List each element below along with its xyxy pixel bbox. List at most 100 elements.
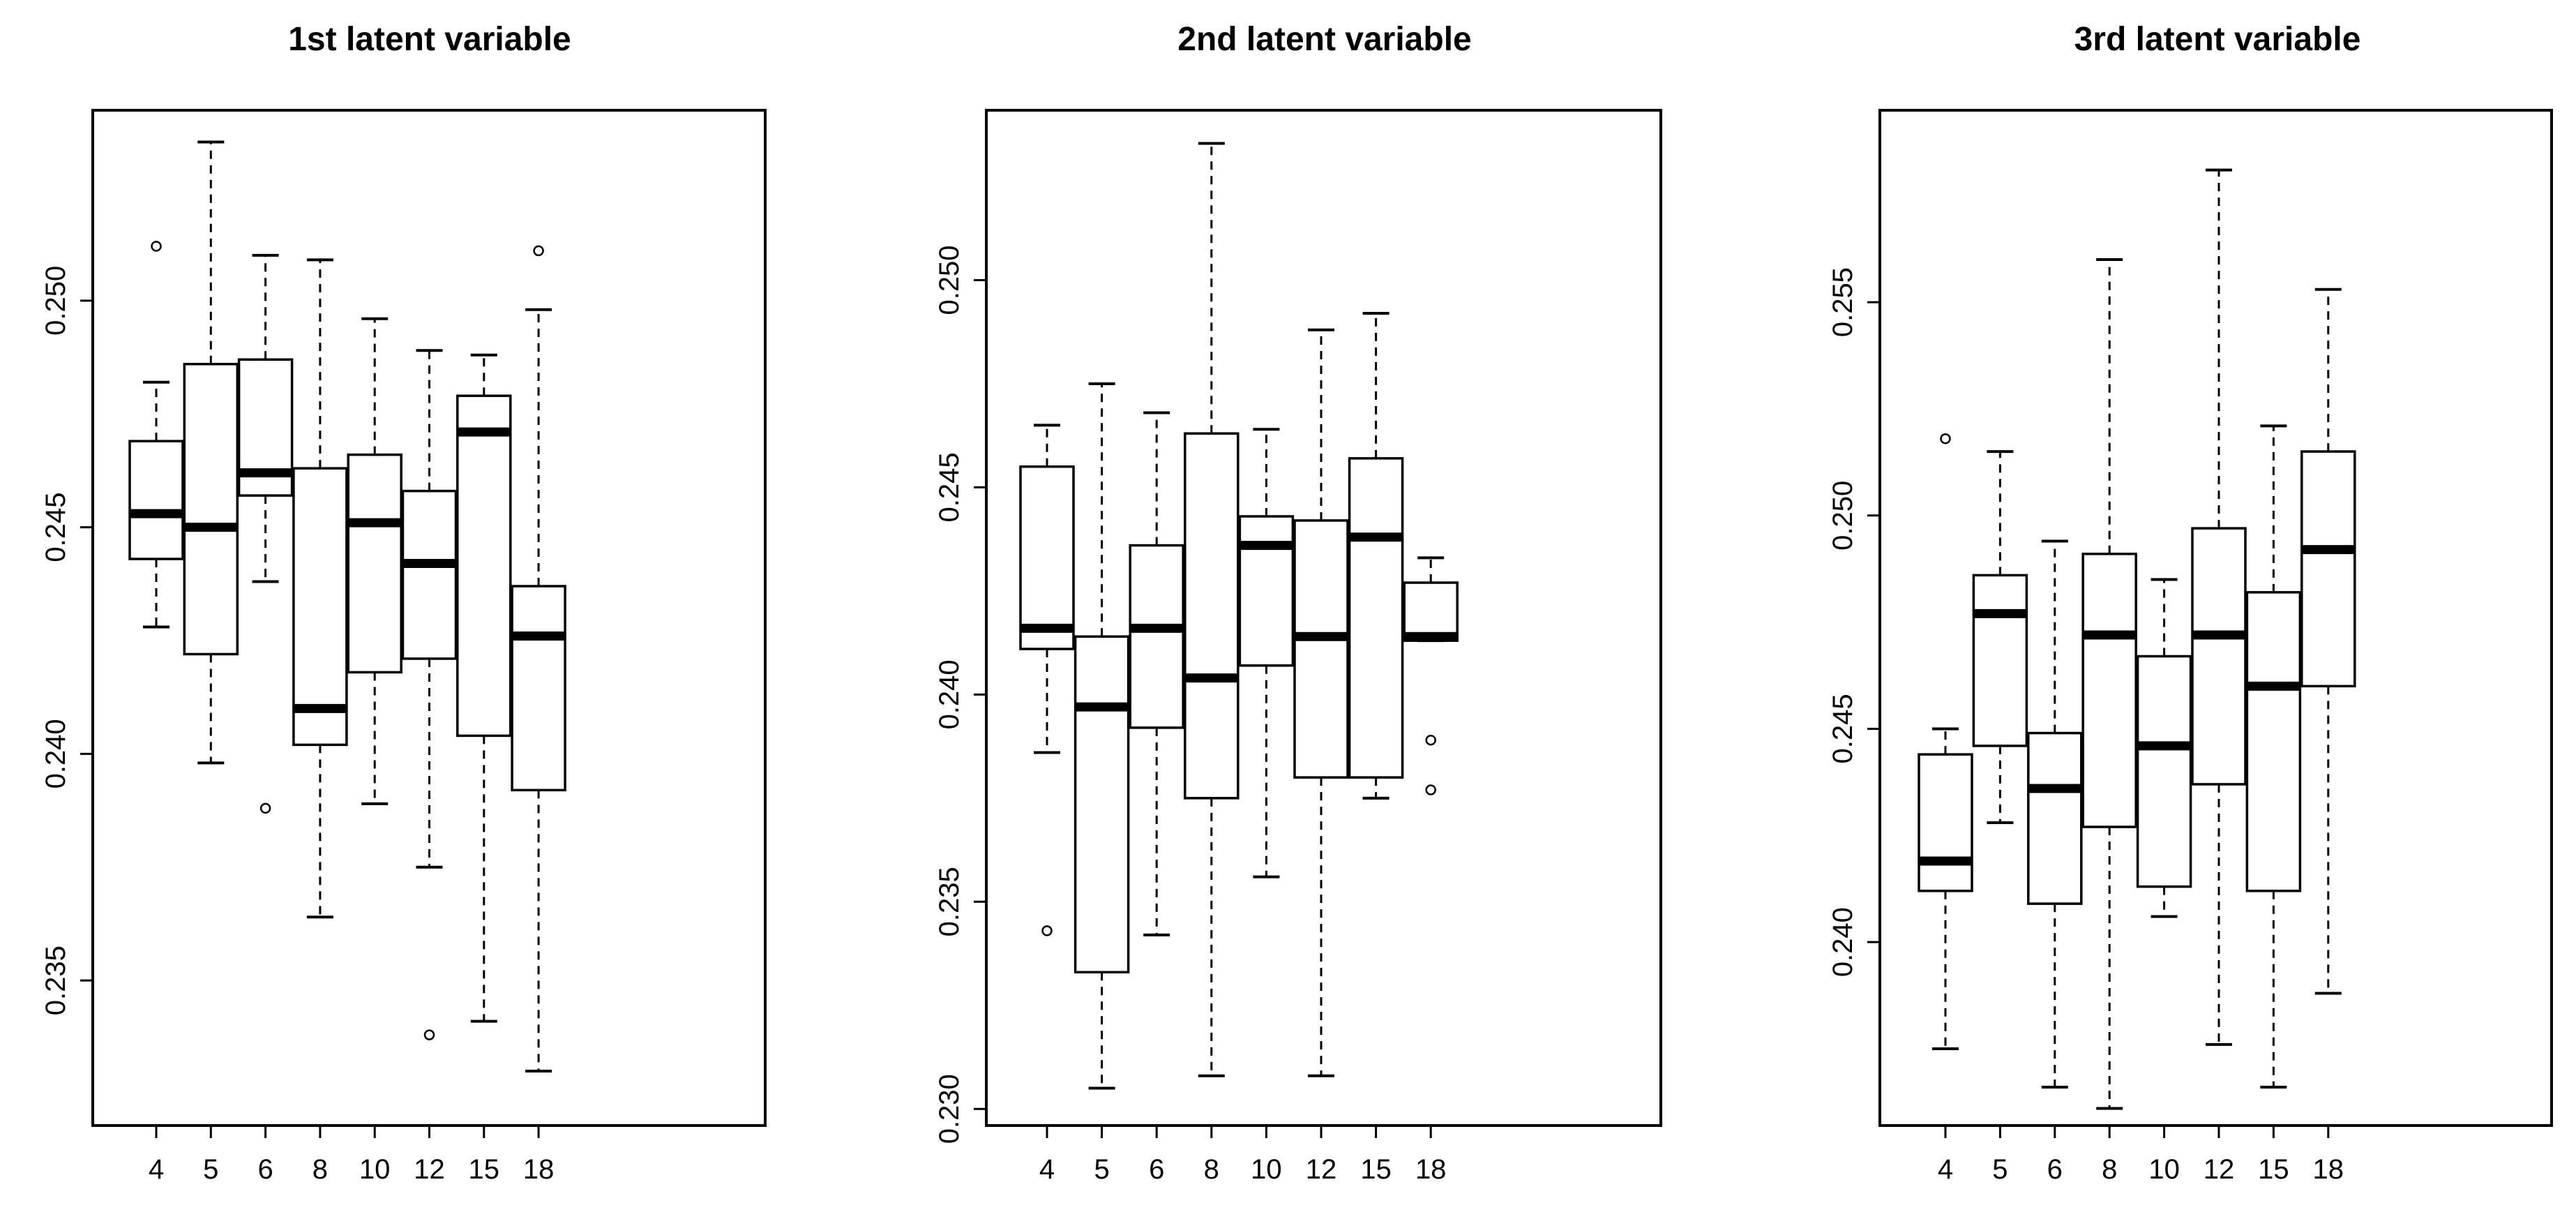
box-4 bbox=[128, 241, 184, 629]
x-tick-label: 4 bbox=[149, 1154, 164, 1185]
box-12 bbox=[401, 349, 458, 1040]
x-tick-label: 4 bbox=[1039, 1154, 1055, 1185]
panel-title: 1st latent variable bbox=[288, 21, 571, 58]
outlier-point bbox=[1940, 433, 1951, 444]
box-12 bbox=[2191, 168, 2247, 1046]
iqr-box bbox=[2027, 731, 2083, 905]
y-tick-label: 0.230 bbox=[934, 1074, 965, 1144]
box-18 bbox=[2300, 287, 2356, 995]
box-15 bbox=[1348, 312, 1404, 800]
iqr-box bbox=[511, 585, 566, 792]
y-tick-label: 0.245 bbox=[934, 452, 965, 522]
panel-2nd-latent-variable: 2nd latent variable 0.230 0.235 0.240 0.245… bbox=[934, 21, 1662, 1185]
box-8 bbox=[1184, 142, 1240, 1077]
outlier-point bbox=[423, 1029, 435, 1040]
iqr-box bbox=[456, 394, 512, 738]
plot-frame bbox=[1878, 109, 2553, 1127]
x-tick-label: 18 bbox=[1415, 1154, 1447, 1185]
panel-3rd-latent-variable: 3rd latent variable 0.240 0.245 0.250 0.255… bbox=[1828, 21, 2553, 1185]
iqr-box bbox=[2191, 527, 2247, 786]
x-tick-label: 6 bbox=[1149, 1154, 1164, 1185]
box-12 bbox=[1293, 328, 1349, 1077]
x-tick-label: 15 bbox=[1360, 1154, 1392, 1185]
x-tick-label: 18 bbox=[2313, 1154, 2344, 1185]
iqr-box bbox=[2136, 655, 2192, 888]
box-5 bbox=[1972, 450, 2028, 824]
y-tick-label: 0.240 bbox=[40, 719, 71, 788]
box-10 bbox=[347, 317, 402, 805]
y-tick-label: 0.245 bbox=[1828, 694, 1858, 763]
x-tick-label: 12 bbox=[1306, 1154, 1337, 1185]
box-4 bbox=[1918, 433, 1973, 1050]
outlier-point bbox=[533, 245, 544, 257]
plot-frame bbox=[985, 109, 1662, 1127]
iqr-box bbox=[1972, 574, 2028, 747]
x-tick-label: 5 bbox=[203, 1154, 218, 1185]
box-15 bbox=[456, 353, 512, 1023]
x-tick-label: 18 bbox=[523, 1154, 555, 1185]
x-tick-label: 4 bbox=[1938, 1154, 1953, 1185]
box-10 bbox=[2136, 578, 2192, 918]
box-6 bbox=[1129, 411, 1184, 936]
x-tick-label: 15 bbox=[2258, 1154, 2289, 1185]
x-tick-label: 15 bbox=[469, 1154, 500, 1185]
y-tick-label: 0.235 bbox=[934, 867, 965, 936]
box-8 bbox=[292, 258, 348, 919]
iqr-box bbox=[1074, 635, 1130, 974]
y-tick-label: 0.240 bbox=[934, 659, 965, 729]
panel-title: 2nd latent variable bbox=[1177, 21, 1471, 58]
box-18 bbox=[1403, 556, 1459, 795]
iqr-box bbox=[1129, 544, 1184, 729]
outlier-point bbox=[1425, 784, 1436, 795]
x-tick-label: 12 bbox=[2204, 1154, 2235, 1185]
iqr-box bbox=[292, 467, 348, 747]
iqr-box bbox=[1293, 519, 1349, 779]
y-tick-label: 0.250 bbox=[40, 266, 71, 336]
x-tick-label: 10 bbox=[1251, 1154, 1282, 1185]
box-5 bbox=[1074, 382, 1130, 1090]
iqr-box bbox=[128, 440, 184, 560]
iqr-box bbox=[183, 363, 239, 656]
x-tick-label: 6 bbox=[2047, 1154, 2063, 1185]
x-tick-label: 5 bbox=[1094, 1154, 1109, 1185]
box-4 bbox=[1019, 424, 1075, 936]
iqr-box bbox=[1348, 457, 1404, 779]
box-15 bbox=[2245, 424, 2302, 1089]
x-tick-label: 8 bbox=[312, 1154, 328, 1185]
outlier-point bbox=[1041, 925, 1053, 936]
box-5 bbox=[183, 140, 239, 765]
iqr-box bbox=[401, 489, 458, 660]
y-tick-label: 0.250 bbox=[934, 245, 965, 315]
x-tick-label: 8 bbox=[1204, 1154, 1219, 1185]
iqr-box bbox=[2300, 450, 2356, 688]
x-tick-label: 5 bbox=[1992, 1154, 2008, 1185]
panel-1st-latent-variable: 1st latent variable 0.235 0.240 0.245 0.250… bbox=[40, 21, 767, 1185]
outlier-point bbox=[1425, 734, 1436, 746]
outlier-point bbox=[151, 241, 162, 252]
iqr-box bbox=[2081, 553, 2137, 828]
box-6 bbox=[2027, 539, 2083, 1089]
x-tick-label: 6 bbox=[257, 1154, 273, 1185]
box-10 bbox=[1238, 428, 1295, 879]
iqr-box bbox=[347, 453, 402, 674]
iqr-box bbox=[1184, 432, 1240, 800]
y-tick-label: 0.235 bbox=[40, 945, 71, 1015]
iqr-box bbox=[1918, 753, 1973, 892]
iqr-box bbox=[1403, 581, 1459, 642]
iqr-box bbox=[2245, 591, 2302, 892]
y-tick-label: 0.255 bbox=[1828, 267, 1858, 337]
x-tick-label: 10 bbox=[2148, 1154, 2180, 1185]
x-tick-label: 8 bbox=[2102, 1154, 2117, 1185]
outlier-point bbox=[259, 802, 271, 814]
box-6 bbox=[237, 253, 294, 814]
panel-title: 3rd latent variable bbox=[2074, 21, 2361, 58]
box-8 bbox=[2081, 257, 2137, 1110]
y-tick-label: 0.245 bbox=[40, 493, 71, 562]
x-tick-label: 10 bbox=[359, 1154, 391, 1185]
x-tick-label: 12 bbox=[414, 1154, 445, 1185]
box-18 bbox=[511, 245, 566, 1073]
y-tick-label: 0.250 bbox=[1828, 481, 1858, 551]
iqr-box bbox=[1238, 515, 1295, 667]
